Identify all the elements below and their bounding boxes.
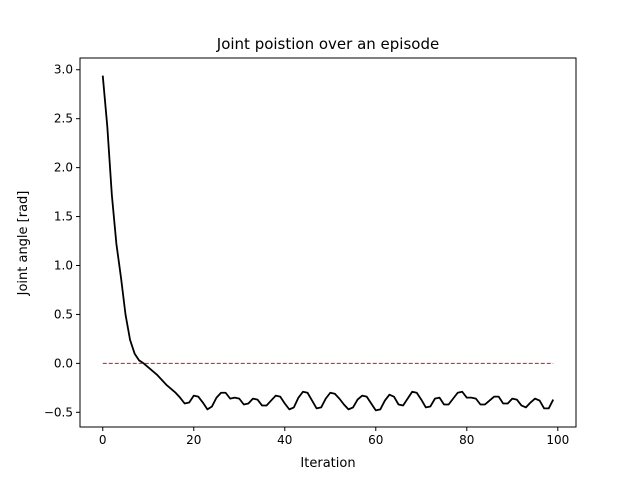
x-axis-ticks: 0 20 40 60 80 100 bbox=[99, 427, 569, 447]
x-tick-label: 20 bbox=[186, 433, 201, 447]
y-tick-label: 1.0 bbox=[54, 259, 73, 273]
y-tick-label: 0.5 bbox=[54, 307, 73, 321]
y-tick-label: 3.0 bbox=[54, 63, 73, 77]
plot-area bbox=[79, 57, 577, 428]
y-tick-label: 1.5 bbox=[54, 210, 73, 224]
series-layer bbox=[101, 75, 555, 412]
x-tick-label: 100 bbox=[546, 433, 569, 447]
chart-title: Joint poistion over an episode bbox=[216, 35, 439, 53]
y-tick-label: −0.5 bbox=[44, 405, 73, 419]
y-tick-label: 2.0 bbox=[54, 161, 73, 175]
x-tick-label: 60 bbox=[368, 433, 383, 447]
y-axis-label: Joint angle [rad] bbox=[16, 191, 31, 297]
x-tick-label: 80 bbox=[459, 433, 474, 447]
y-tick-label: 2.5 bbox=[54, 112, 73, 126]
joint-angle-series bbox=[101, 75, 555, 412]
y-axis-ticks: −0.5 0.0 0.5 1.0 1.5 2.0 2.5 3.0 bbox=[44, 63, 80, 419]
x-tick-label: 0 bbox=[99, 433, 107, 447]
y-tick-label: 0.0 bbox=[54, 356, 73, 370]
x-axis-label: Iteration bbox=[300, 456, 355, 471]
axes-frame bbox=[79, 57, 577, 428]
x-tick-label: 40 bbox=[277, 433, 292, 447]
